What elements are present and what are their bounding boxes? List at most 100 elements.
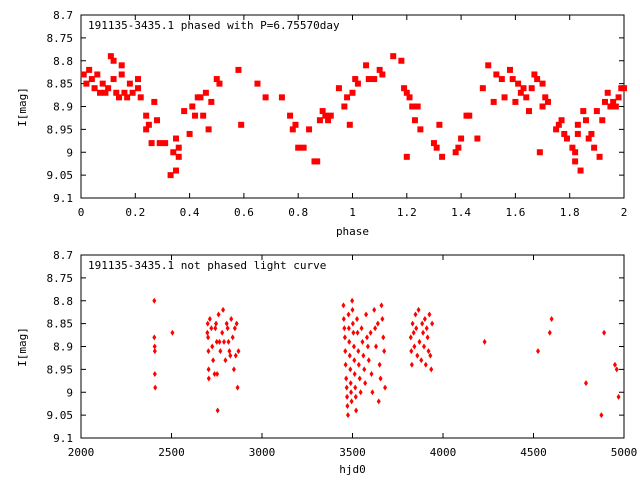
unphased-data-point [612, 361, 617, 368]
phased-data-point [116, 94, 123, 101]
phased-data-point [409, 103, 416, 110]
unphased-data-point [547, 329, 552, 336]
phased-data-point [534, 76, 541, 83]
phased-data-point [295, 144, 302, 151]
phased-data-point [536, 149, 543, 156]
unphased-data-point [377, 361, 382, 368]
unphased-data-point [206, 334, 211, 341]
phased-data-point [498, 76, 505, 83]
phased-y-tick-label: 8.75 [47, 32, 74, 45]
unphased-data-point [218, 348, 223, 355]
unphased-data-point [214, 338, 219, 345]
unphased-data-point [205, 329, 210, 336]
phased-data-point [181, 108, 188, 115]
unphased-data-point [372, 306, 377, 313]
unphased-data-point [346, 311, 351, 318]
phased-data-point [97, 89, 104, 96]
unphased-data-point [207, 316, 212, 323]
unphased-data-point [214, 320, 219, 327]
unphased-data-point [424, 325, 429, 332]
unphased-x-tick-label: 5000 [611, 446, 638, 459]
phased-data-point [593, 108, 600, 115]
unphased-y-tick-label: 9 [66, 386, 73, 399]
phased-data-point [121, 89, 128, 96]
unphased-data-point [358, 389, 363, 396]
unphased-data-point [152, 348, 157, 355]
unphased-x-tick-label: 3500 [339, 446, 366, 459]
phased-data-point [213, 76, 220, 83]
unphased-data-point [373, 325, 378, 332]
phased-data-point [615, 94, 622, 101]
unphased-data-point [616, 393, 621, 400]
unphased-data-point [228, 352, 233, 359]
unphased-data-point [409, 348, 414, 355]
phased-data-point [192, 112, 199, 119]
unphased-data-point [426, 348, 431, 355]
phased-data-point [175, 144, 182, 151]
unphased-data-point [422, 316, 427, 323]
unphased-data-point [232, 325, 237, 332]
phased-data-point [528, 85, 535, 92]
phased-data-point [458, 135, 465, 142]
unphased-data-point [365, 343, 370, 350]
phased-data-point [612, 103, 619, 110]
phased-data-point [170, 149, 177, 156]
unphased-data-point [224, 320, 229, 327]
unphased-data-point [409, 361, 414, 368]
unphased-data-point [369, 370, 374, 377]
unphased-data-point [430, 320, 435, 327]
phased-data-point [262, 94, 269, 101]
phased-data-point [88, 76, 95, 83]
phased-data-point [197, 94, 204, 101]
phased-x-axis-title: phase [336, 225, 369, 238]
unphased-data-point [353, 393, 358, 400]
phased-x-tick-label: 0.6 [234, 206, 254, 219]
unphased-data-point [428, 352, 433, 359]
unphased-data-point [427, 311, 432, 318]
unphased-data-point [346, 325, 351, 332]
phased-data-point [563, 135, 570, 142]
unphased-data-point [345, 393, 350, 400]
phased-data-point [493, 71, 500, 78]
unphased-data-point [364, 311, 369, 318]
phased-data-point [610, 98, 617, 105]
unphased-data-point [415, 352, 420, 359]
unphased-data-point [352, 357, 357, 364]
phased-data-point [335, 85, 342, 92]
phased-x-tick-label: 0 [78, 206, 85, 219]
phased-data-point [572, 149, 579, 156]
phased-data-point [455, 144, 462, 151]
phased-data-point [466, 112, 473, 119]
unphased-data-point [482, 338, 487, 345]
phased-data-point [99, 80, 106, 87]
unphased-data-point [350, 306, 355, 313]
phased-data-point [417, 126, 424, 133]
unphased-data-point [421, 329, 426, 336]
phased-data-point [474, 135, 481, 142]
phased-data-point [124, 94, 131, 101]
phased-data-point [574, 130, 581, 137]
phased-data-point [539, 80, 546, 87]
phased-data-point [376, 66, 383, 73]
unphased-data-point [379, 302, 384, 309]
unphased-x-tick-label: 4500 [520, 446, 547, 459]
phased-data-point [525, 108, 532, 115]
unphased-data-point [410, 320, 415, 327]
unphased-data-point [421, 343, 426, 350]
unphased-data-point [215, 407, 220, 414]
phased-data-point [555, 121, 562, 128]
phased-data-point [189, 103, 196, 110]
phased-data-point [91, 85, 98, 92]
phased-data-point [403, 153, 410, 160]
phased-data-point [430, 140, 437, 147]
phased-data-point [94, 71, 101, 78]
phased-x-tick-label: 0.4 [180, 206, 200, 219]
unphased-data-point [153, 384, 158, 391]
phased-data-point [254, 80, 261, 87]
phased-data-point [167, 172, 174, 179]
unphased-data-point [351, 343, 356, 350]
phased-data-point [135, 76, 142, 83]
phased-plot-title: 191135-3435.1 phased with P=6.75570day [88, 19, 340, 32]
unphased-data-point [360, 338, 365, 345]
unphased-data-point [343, 348, 348, 355]
